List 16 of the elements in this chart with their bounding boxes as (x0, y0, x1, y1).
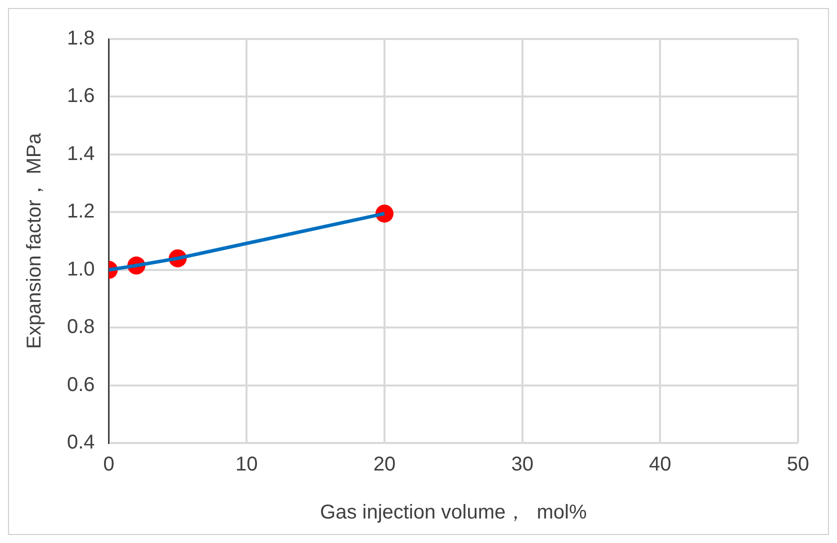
y-tick-label: 0.8 (66, 316, 95, 338)
y-tick-label: 1.6 (66, 85, 95, 108)
x-tick-label: 30 (511, 454, 534, 476)
x-tick-label: 20 (373, 454, 396, 476)
y-tick-label: 1.2 (66, 200, 95, 223)
y-tick-label: 1.0 (66, 258, 95, 280)
x-tick-label: 10 (236, 454, 258, 476)
y-tick-label: 0.6 (66, 374, 95, 396)
x-tick-label: 50 (786, 454, 810, 476)
y-tick-label: 1.8 (66, 28, 95, 50)
y-tick-label: 1.4 (66, 142, 95, 165)
x-tick-label: 40 (649, 454, 672, 476)
x-tick-label: 0 (103, 454, 114, 476)
x-axis-title: Gas injection volume， mol% (320, 502, 587, 524)
y-axis-title: Expansion factor， MPa (24, 132, 46, 349)
y-tick-label: 0.4 (66, 432, 95, 454)
